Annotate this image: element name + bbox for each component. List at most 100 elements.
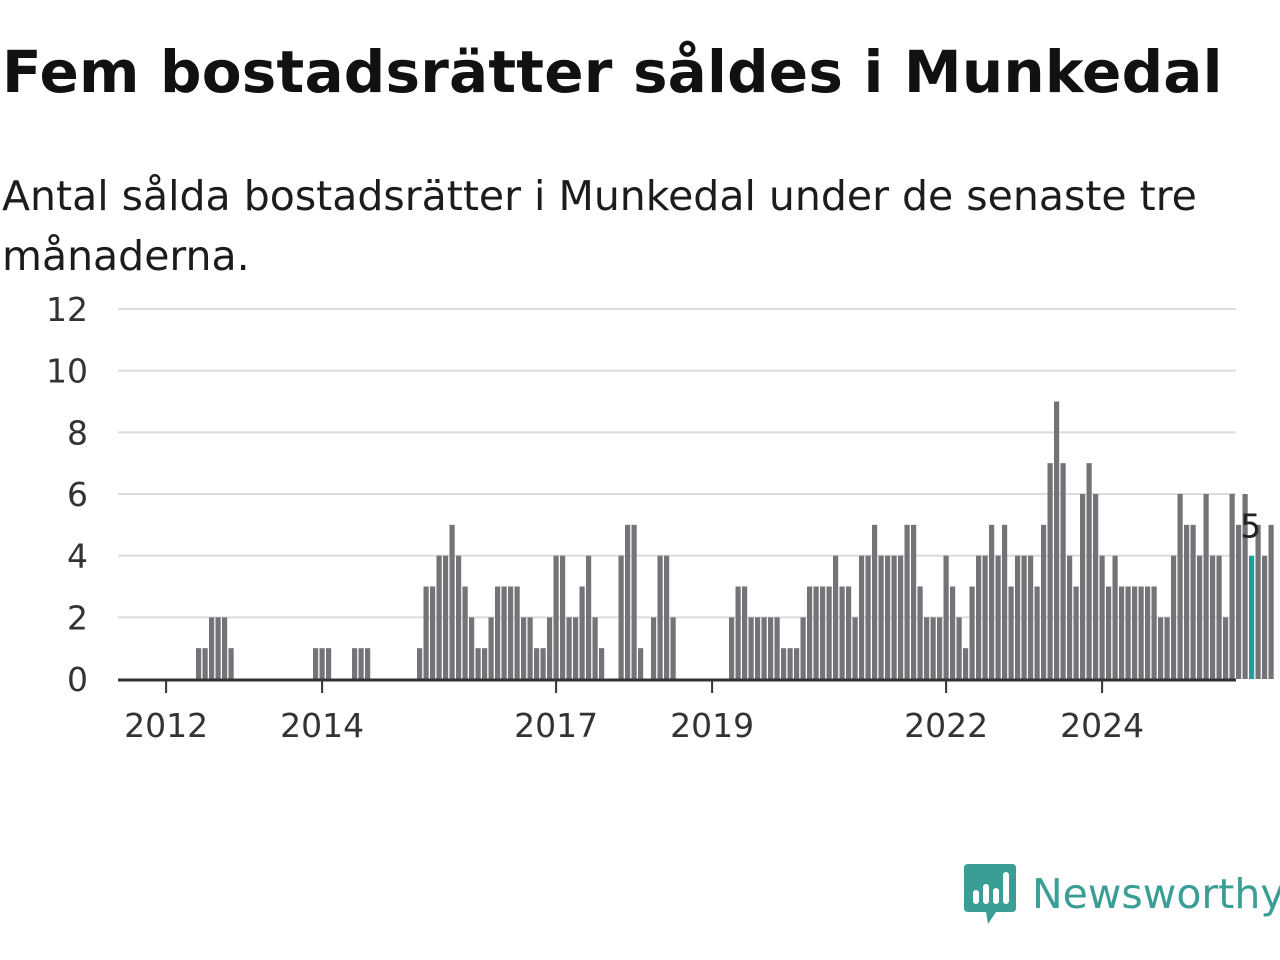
bar bbox=[761, 617, 767, 679]
bar bbox=[625, 524, 631, 679]
bar bbox=[943, 555, 949, 679]
bar bbox=[1190, 524, 1196, 679]
x-tick-label: 2014 bbox=[280, 706, 364, 745]
bar bbox=[319, 648, 325, 679]
bar bbox=[1054, 401, 1060, 679]
bar bbox=[800, 617, 806, 679]
bar bbox=[423, 586, 429, 679]
bar bbox=[1171, 555, 1177, 679]
x-tick-label: 2019 bbox=[670, 706, 754, 745]
y-tick-label: 2 bbox=[67, 598, 88, 637]
chart-subtitle: Antal sålda bostadsrätter i Munkedal und… bbox=[2, 172, 1197, 280]
bar bbox=[469, 617, 475, 679]
bar bbox=[755, 617, 761, 679]
bar bbox=[456, 555, 462, 679]
bar bbox=[1073, 586, 1079, 679]
bar bbox=[924, 617, 930, 679]
bar bbox=[1080, 494, 1086, 679]
bar bbox=[976, 555, 982, 679]
bar bbox=[781, 648, 787, 679]
bar bbox=[748, 617, 754, 679]
bar bbox=[1151, 586, 1157, 679]
bar bbox=[1099, 555, 1105, 679]
bar bbox=[930, 617, 936, 679]
y-tick-label: 10 bbox=[46, 352, 88, 391]
bar bbox=[807, 586, 813, 679]
bar-chart: 0 2 4 6 8 10 12 2012 2014 2017 2019 2022 2024 5 bbox=[46, 290, 1274, 745]
bar bbox=[813, 586, 819, 679]
chart-title: Fem bostadsrätter såldes i Munkedal bbox=[2, 38, 1223, 106]
bar bbox=[898, 555, 904, 679]
bar bbox=[839, 586, 845, 679]
bar bbox=[501, 586, 507, 679]
x-tick-label: 2017 bbox=[514, 706, 598, 745]
bar bbox=[878, 555, 884, 679]
bar bbox=[1028, 555, 1034, 679]
bar bbox=[449, 524, 455, 679]
bar bbox=[352, 648, 358, 679]
x-tick-label: 2024 bbox=[1060, 706, 1144, 745]
bar bbox=[638, 648, 644, 679]
bar bbox=[969, 586, 975, 679]
bar bbox=[1262, 555, 1268, 679]
bar bbox=[566, 617, 572, 679]
bar bbox=[1184, 524, 1190, 679]
bar bbox=[865, 555, 871, 679]
bar bbox=[794, 648, 800, 679]
y-tick-label: 6 bbox=[67, 475, 88, 514]
bar bbox=[664, 555, 670, 679]
bar bbox=[1242, 494, 1248, 679]
bar bbox=[534, 648, 540, 679]
bar bbox=[1047, 463, 1053, 679]
bar bbox=[1210, 555, 1216, 679]
bar bbox=[852, 617, 858, 679]
bar bbox=[436, 555, 442, 679]
bar bbox=[514, 586, 520, 679]
y-axis-labels: 0 2 4 6 8 10 12 bbox=[46, 290, 88, 699]
bar bbox=[1015, 555, 1021, 679]
bar bbox=[917, 586, 923, 679]
bar bbox=[553, 555, 559, 679]
bar bbox=[1021, 555, 1027, 679]
bar bbox=[833, 555, 839, 679]
bar bbox=[1223, 617, 1229, 679]
bar bbox=[573, 617, 579, 679]
bar bbox=[1002, 524, 1008, 679]
brand-name: Newsworthy bbox=[1032, 870, 1280, 918]
bar bbox=[1177, 494, 1183, 679]
bar bbox=[651, 617, 657, 679]
bar bbox=[989, 524, 995, 679]
bar bbox=[846, 586, 852, 679]
bar bbox=[891, 555, 897, 679]
newsworthy-logo-icon bbox=[964, 864, 1016, 924]
bar bbox=[599, 648, 605, 679]
bar bbox=[326, 648, 332, 679]
bar bbox=[196, 648, 202, 679]
bar bbox=[1034, 586, 1040, 679]
bar bbox=[443, 555, 449, 679]
bar bbox=[540, 648, 546, 679]
bar bbox=[488, 617, 494, 679]
bar bbox=[885, 555, 891, 679]
bar bbox=[670, 617, 676, 679]
bar bbox=[592, 617, 598, 679]
bar bbox=[462, 586, 468, 679]
bar bbox=[521, 617, 527, 679]
bar bbox=[482, 648, 488, 679]
bars bbox=[196, 401, 1274, 679]
bar bbox=[1229, 494, 1235, 679]
bar bbox=[1255, 524, 1261, 679]
bar bbox=[1164, 617, 1170, 679]
bar bbox=[1132, 586, 1138, 679]
bar bbox=[209, 617, 215, 679]
bar bbox=[1125, 586, 1131, 679]
bar bbox=[774, 617, 780, 679]
bar bbox=[1041, 524, 1047, 679]
highlight-value-label: 5 bbox=[1240, 507, 1261, 546]
bar bbox=[729, 617, 735, 679]
bar bbox=[475, 648, 481, 679]
bar bbox=[1060, 463, 1066, 679]
bar bbox=[215, 617, 221, 679]
bar bbox=[859, 555, 865, 679]
bar bbox=[768, 617, 774, 679]
